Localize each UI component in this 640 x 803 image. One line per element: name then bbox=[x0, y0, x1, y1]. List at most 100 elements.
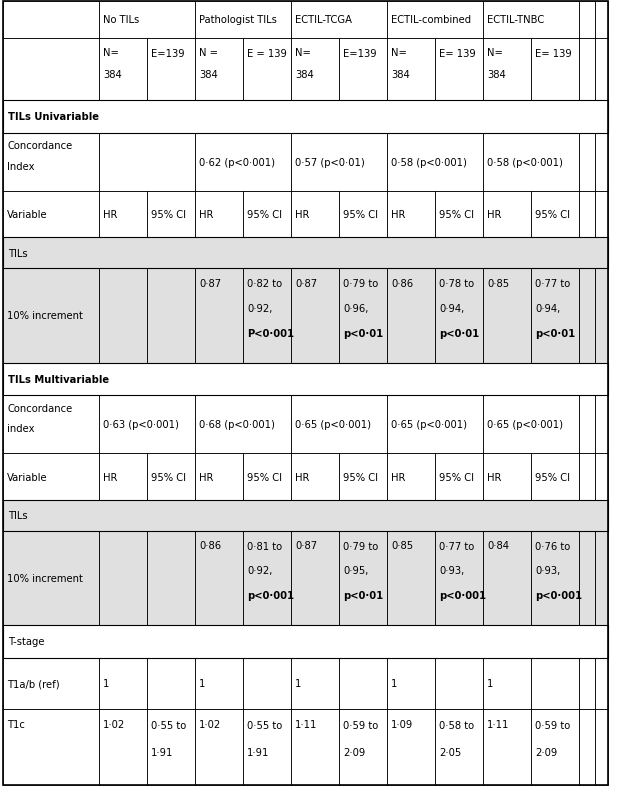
Bar bbox=[3, 454, 99, 500]
Bar bbox=[339, 39, 387, 101]
Bar bbox=[339, 192, 387, 238]
Bar bbox=[291, 454, 339, 500]
Text: 0·65 (p<0·001): 0·65 (p<0·001) bbox=[391, 420, 467, 430]
Text: 1·11: 1·11 bbox=[295, 719, 317, 729]
Text: p<0·001: p<0·001 bbox=[535, 590, 582, 601]
Text: 0·65 (p<0·001): 0·65 (p<0·001) bbox=[295, 420, 371, 430]
Bar bbox=[291, 531, 339, 626]
Text: 10% increment: 10% increment bbox=[7, 573, 83, 583]
Bar bbox=[387, 39, 435, 101]
Bar bbox=[435, 709, 483, 785]
Text: 0·81 to: 0·81 to bbox=[247, 541, 282, 551]
Bar bbox=[99, 454, 147, 500]
Bar bbox=[579, 2, 595, 39]
Bar bbox=[147, 269, 195, 363]
Bar bbox=[99, 192, 147, 238]
Bar bbox=[291, 39, 339, 101]
Text: 0·63 (p<0·001): 0·63 (p<0·001) bbox=[103, 420, 179, 430]
Bar bbox=[579, 396, 595, 454]
Text: ECTIL-TNBC: ECTIL-TNBC bbox=[487, 15, 544, 26]
Text: 95% CI: 95% CI bbox=[535, 210, 570, 220]
Bar bbox=[291, 396, 387, 454]
Bar bbox=[387, 531, 435, 626]
Bar bbox=[291, 454, 339, 500]
Bar bbox=[387, 133, 483, 192]
Text: 2·09: 2·09 bbox=[343, 748, 365, 757]
Text: 0·55 to: 0·55 to bbox=[247, 720, 282, 730]
Text: 0·82 to: 0·82 to bbox=[247, 279, 282, 289]
Text: HR: HR bbox=[103, 472, 117, 482]
Bar bbox=[339, 454, 387, 500]
Text: N=: N= bbox=[487, 47, 503, 58]
Bar bbox=[387, 2, 483, 39]
Text: E=139: E=139 bbox=[343, 49, 377, 59]
Text: 0·58 (p<0·001): 0·58 (p<0·001) bbox=[391, 157, 467, 168]
Bar bbox=[531, 531, 579, 626]
Bar bbox=[483, 133, 579, 192]
Text: 0·85: 0·85 bbox=[391, 540, 413, 551]
Text: 1·09: 1·09 bbox=[391, 719, 413, 729]
Bar bbox=[435, 39, 483, 101]
Bar bbox=[99, 531, 147, 626]
Bar bbox=[195, 192, 243, 238]
Bar bbox=[99, 396, 195, 454]
Bar bbox=[595, 454, 608, 500]
Bar bbox=[147, 658, 195, 709]
Bar bbox=[243, 39, 291, 101]
Text: Pathologist TILs: Pathologist TILs bbox=[199, 15, 277, 26]
Bar bbox=[195, 658, 243, 709]
Bar bbox=[3, 396, 99, 454]
Bar bbox=[483, 39, 531, 101]
Text: 0·77 to: 0·77 to bbox=[439, 541, 474, 551]
Bar bbox=[243, 531, 291, 626]
Text: 2·05: 2·05 bbox=[439, 748, 461, 757]
Bar bbox=[3, 269, 99, 363]
Bar bbox=[147, 531, 195, 626]
Bar bbox=[435, 709, 483, 785]
Text: E = 139: E = 139 bbox=[247, 49, 287, 59]
Text: 0·68 (p<0·001): 0·68 (p<0·001) bbox=[199, 420, 275, 430]
Bar bbox=[243, 454, 291, 500]
Bar bbox=[243, 192, 291, 238]
Text: E= 139: E= 139 bbox=[439, 49, 476, 59]
Text: 95% CI: 95% CI bbox=[151, 472, 186, 482]
Bar bbox=[483, 2, 579, 39]
Bar bbox=[195, 709, 243, 785]
Bar bbox=[387, 454, 435, 500]
Bar bbox=[243, 39, 291, 101]
Text: 0·92,: 0·92, bbox=[247, 304, 273, 313]
Bar bbox=[387, 2, 483, 39]
Bar bbox=[531, 709, 579, 785]
Text: 0·79 to: 0·79 to bbox=[343, 541, 378, 551]
Text: HR: HR bbox=[103, 210, 117, 220]
Bar bbox=[291, 192, 339, 238]
Text: 1: 1 bbox=[487, 679, 493, 688]
Bar bbox=[531, 658, 579, 709]
Text: 0·84: 0·84 bbox=[487, 540, 509, 551]
Bar bbox=[595, 269, 608, 363]
Bar bbox=[579, 39, 595, 101]
Bar bbox=[3, 101, 608, 133]
Bar bbox=[3, 192, 99, 238]
Bar bbox=[243, 269, 291, 363]
Bar bbox=[243, 658, 291, 709]
Text: 1·02: 1·02 bbox=[103, 719, 125, 729]
Bar bbox=[483, 454, 531, 500]
Bar bbox=[435, 192, 483, 238]
Bar bbox=[3, 2, 99, 39]
Bar bbox=[243, 454, 291, 500]
Text: 0·58 to: 0·58 to bbox=[439, 720, 474, 730]
Bar bbox=[595, 192, 608, 238]
Bar bbox=[483, 396, 579, 454]
Bar bbox=[3, 531, 99, 626]
Text: 0·57 (p<0·01): 0·57 (p<0·01) bbox=[295, 157, 365, 168]
Text: 1: 1 bbox=[103, 679, 109, 688]
Bar bbox=[195, 454, 243, 500]
Bar bbox=[339, 192, 387, 238]
Bar bbox=[579, 192, 595, 238]
Text: 0·59 to: 0·59 to bbox=[535, 720, 570, 730]
Bar bbox=[435, 531, 483, 626]
Bar bbox=[339, 531, 387, 626]
Bar bbox=[99, 39, 147, 101]
Bar bbox=[435, 531, 483, 626]
